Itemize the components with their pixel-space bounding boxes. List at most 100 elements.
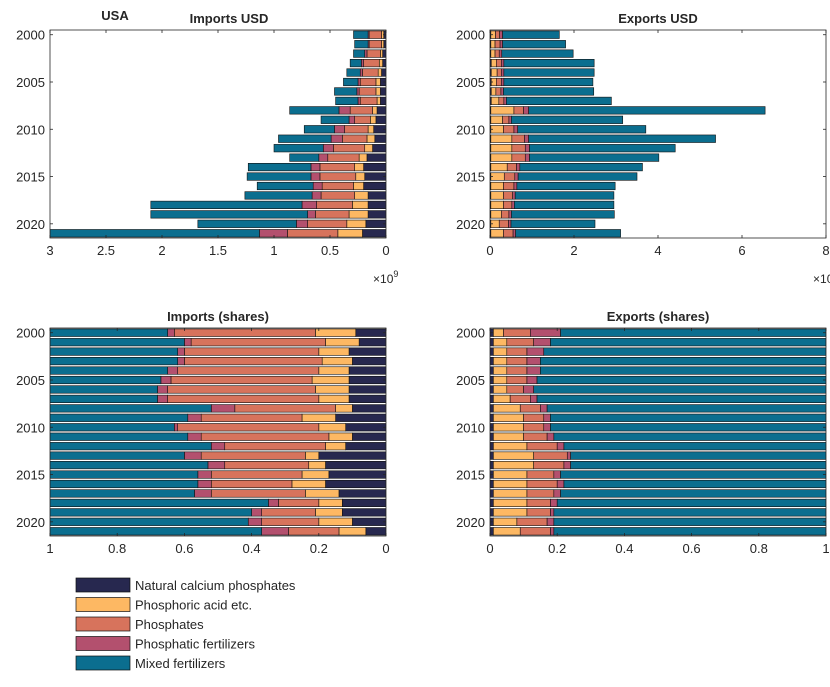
- bar-segment: [493, 394, 511, 403]
- bar-segment: [490, 163, 508, 172]
- bar-segment: [348, 394, 386, 403]
- bar-segment: [529, 153, 660, 162]
- bar-segment: [366, 153, 386, 162]
- bar-segment: [367, 210, 386, 219]
- bar-segment: [503, 229, 514, 238]
- bar-segment: [352, 357, 386, 366]
- bar-segment: [493, 461, 534, 470]
- bar-segment: [261, 517, 320, 526]
- country-label: USA: [101, 8, 129, 23]
- bar-segment: [553, 470, 561, 479]
- bar-segment: [493, 498, 528, 507]
- bar-segment: [493, 423, 524, 432]
- bar-segment: [526, 375, 538, 385]
- bar-segment: [490, 115, 503, 124]
- bar-segment: [490, 153, 513, 162]
- bar-segment: [359, 96, 378, 105]
- bar-segment: [503, 328, 531, 337]
- panel-exports_shares: 0 0.2 0.4 0.6 0.8 1 2000 2005 2010 2015 2020 Export…: [456, 309, 830, 556]
- bar-segment: [560, 489, 826, 498]
- bar-segment: [194, 489, 212, 498]
- bar-segment: [50, 527, 262, 536]
- bar-segment: [177, 347, 185, 356]
- bar-segment: [563, 442, 826, 451]
- bar-segment: [375, 115, 386, 124]
- bar-segment: [516, 163, 521, 172]
- bar-segment: [355, 172, 366, 181]
- bar-segment: [50, 229, 260, 238]
- y-tick-label: 2005: [16, 75, 45, 90]
- bar-segment: [333, 144, 366, 153]
- bar-segment: [529, 144, 676, 153]
- x-tick-label: 0: [486, 243, 493, 258]
- bar-segment: [342, 508, 386, 517]
- bar-segment: [50, 375, 162, 385]
- bar-segment: [244, 191, 313, 200]
- bar-segment: [268, 498, 279, 507]
- bar-segment: [170, 375, 313, 385]
- bar-segment: [363, 163, 386, 172]
- bar-segment: [356, 87, 360, 96]
- bar-segment: [495, 30, 500, 39]
- bar-segment: [50, 442, 212, 451]
- bar-segment: [321, 357, 353, 366]
- bar-segment: [376, 106, 386, 115]
- y-tick-label: 2020: [456, 217, 485, 232]
- bar-segment: [382, 49, 386, 58]
- bar-segment: [533, 461, 565, 470]
- bar-segment: [261, 527, 289, 536]
- bar-segment: [517, 125, 647, 134]
- bar-segment: [503, 125, 515, 134]
- bar-segment: [523, 413, 545, 422]
- bars-exports_usd: [490, 30, 766, 238]
- bar-segment: [315, 210, 350, 219]
- bar-segment: [367, 200, 386, 209]
- bar-segment: [490, 200, 504, 209]
- bar-segment: [197, 470, 212, 479]
- bar-segment: [517, 172, 638, 181]
- x-tick-label: 6: [738, 243, 745, 258]
- bar-segment: [348, 115, 355, 124]
- bar-segment: [498, 49, 503, 58]
- bar-segment: [344, 125, 369, 134]
- x-tick-label: 0.4: [243, 541, 261, 556]
- bar-segment: [512, 191, 516, 200]
- bar-segment: [50, 357, 178, 366]
- bar-segment: [540, 366, 826, 375]
- bar-segment: [325, 338, 360, 347]
- bar-segment: [490, 68, 498, 77]
- bar-segment: [301, 413, 336, 422]
- bars-exports_shares: [490, 328, 826, 536]
- bar-segment: [498, 96, 505, 105]
- y-tick-label: 2000: [456, 326, 485, 341]
- legend-label: Phosphates: [135, 617, 204, 632]
- bar-segment: [353, 30, 369, 39]
- x-tick-label: 2: [158, 243, 165, 258]
- bar-segment: [320, 191, 355, 200]
- bar-segment: [50, 517, 249, 526]
- bar-segment: [514, 172, 519, 181]
- bar-segment: [375, 77, 381, 87]
- legend: Natural calcium phosphates Phosphoric aci…: [75, 577, 296, 671]
- bar-segment: [330, 134, 343, 143]
- bar-segment: [366, 134, 376, 143]
- bar-segment: [184, 338, 192, 347]
- bar-segment: [364, 172, 386, 181]
- bar-segment: [490, 191, 504, 200]
- exponent-power: 9: [393, 269, 398, 279]
- bar-segment: [503, 191, 513, 200]
- bar-segment: [312, 181, 323, 191]
- bar-segment: [210, 404, 236, 413]
- y-tick-label: 2020: [16, 515, 45, 530]
- bar-segment: [503, 68, 595, 77]
- bar-segment: [50, 366, 168, 375]
- bar-segment: [514, 200, 615, 209]
- x-tick-label: 0: [486, 541, 493, 556]
- bar-segment: [50, 508, 252, 517]
- bar-segment: [357, 96, 361, 105]
- bar-segment: [307, 210, 316, 219]
- bar-segment: [498, 219, 509, 228]
- bar-segment: [187, 413, 202, 422]
- bar-segment: [50, 338, 185, 347]
- bar-segment: [519, 163, 643, 172]
